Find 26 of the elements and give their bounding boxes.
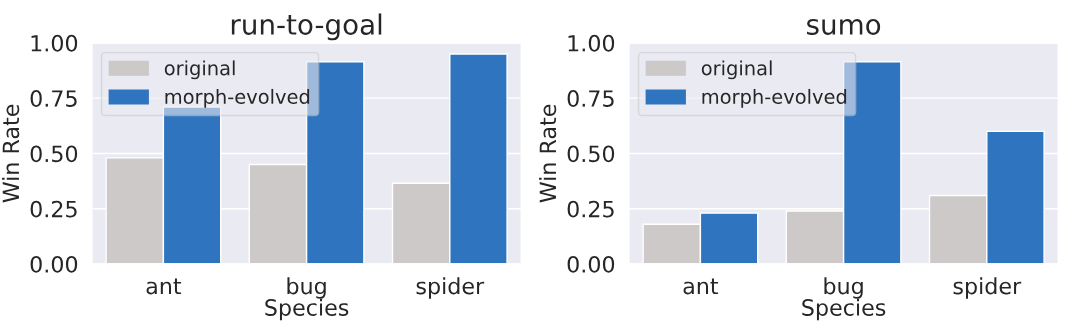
x-tick-label: bug bbox=[824, 277, 863, 299]
legend-label: original bbox=[701, 60, 772, 80]
y-tick-label: 0.75 bbox=[30, 90, 77, 107]
x-tick-label: ant bbox=[146, 278, 182, 295]
y-axis-title: Win Rate bbox=[2, 104, 20, 203]
legend-label: original bbox=[164, 60, 235, 80]
y-tick-label: 0.50 bbox=[567, 145, 615, 163]
y-tick-label: 0.00 bbox=[30, 255, 78, 273]
chart-title: run-to-goal bbox=[231, 13, 382, 41]
legend-label: morph-evolved bbox=[702, 88, 847, 108]
chart-title: sumo bbox=[807, 19, 881, 35]
y-tick-label: 1.00 bbox=[568, 34, 615, 52]
x-axis-title: Species bbox=[265, 298, 349, 321]
y-tick-label: 0.25 bbox=[567, 200, 614, 218]
y-tick-label: 0.75 bbox=[567, 90, 614, 107]
y-tick-label: 0.25 bbox=[30, 200, 77, 218]
y-tick-label: 1.00 bbox=[31, 34, 78, 52]
y-tick-label: 0.00 bbox=[567, 255, 615, 273]
x-tick-label: spider bbox=[416, 277, 485, 299]
x-tick-label: spider bbox=[953, 277, 1022, 299]
y-tick-label: 0.50 bbox=[30, 145, 78, 163]
x-tick-label: ant bbox=[683, 278, 719, 295]
x-axis-title: Species bbox=[802, 298, 886, 321]
x-tick-label: bug bbox=[287, 277, 326, 299]
y-axis-title: Win Rate bbox=[539, 104, 557, 203]
legend-label: morph-evolved bbox=[165, 88, 310, 108]
